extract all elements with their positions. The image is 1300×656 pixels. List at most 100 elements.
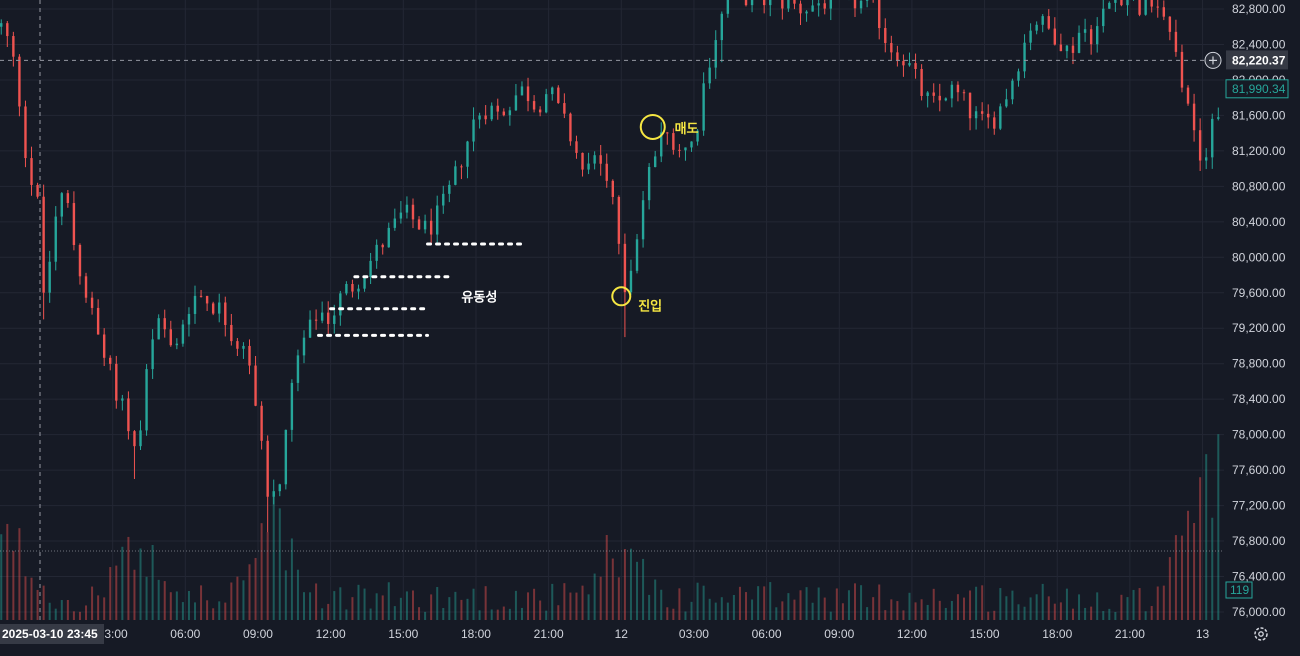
candle-body[interactable] [109,357,112,364]
candle-body[interactable] [599,155,602,164]
candle-body[interactable] [914,63,917,69]
candle-body[interactable] [793,0,796,4]
candle-body[interactable] [859,0,863,9]
candle-body[interactable] [569,113,572,142]
candle-body[interactable] [647,167,651,201]
candle-body[interactable] [254,365,257,406]
candle-body[interactable] [575,141,578,153]
candle-body[interactable] [284,429,288,485]
candle-body[interactable] [1156,6,1159,8]
candle-body[interactable] [230,324,233,342]
candle-body[interactable] [944,98,948,101]
candle-body[interactable] [1114,0,1117,3]
settings-gear-icon-outer[interactable] [1254,627,1268,641]
candle-body[interactable] [744,0,748,6]
candle-body[interactable] [799,3,802,14]
candle-body[interactable] [339,293,342,316]
candle-body[interactable] [248,345,251,366]
candle-body[interactable] [690,141,693,148]
candle-body[interactable] [762,0,766,6]
candle-body[interactable] [1138,0,1141,15]
candle-body[interactable] [817,3,820,6]
candle-body[interactable] [593,155,596,164]
candle-body[interactable] [1035,24,1038,31]
candle-body[interactable] [1204,157,1208,161]
candle-body[interactable] [787,0,790,9]
candle-body[interactable] [878,0,881,29]
candle-body[interactable] [490,105,493,120]
candle-body[interactable] [641,200,645,240]
candle-body[interactable] [66,193,70,204]
candle-body[interactable] [381,244,384,248]
candle-body[interactable] [157,318,160,340]
candle-body[interactable] [102,334,106,358]
candle-body[interactable] [78,244,82,277]
candle-body[interactable] [660,132,663,157]
candle-body[interactable] [502,111,506,116]
candle-body[interactable] [278,484,281,492]
candle-body[interactable] [302,337,306,356]
candle-body[interactable] [557,87,560,104]
candle-body[interactable] [811,5,814,12]
candle-body[interactable] [563,103,566,114]
candle-body[interactable] [635,239,639,271]
candle-body[interactable] [327,312,330,324]
candle-body[interactable] [0,23,3,27]
candle-body[interactable] [829,0,832,9]
candle-body[interactable] [423,220,427,230]
candle-body[interactable] [526,86,530,102]
candle-body[interactable] [1120,0,1123,6]
candle-body[interactable] [320,312,324,321]
candle-body[interactable] [199,295,203,297]
candle-body[interactable] [920,68,923,96]
candle-body[interactable] [714,40,717,68]
candle-body[interactable] [242,345,245,349]
candle-body[interactable] [1059,44,1063,52]
price-axis[interactable]: 76,000.00 76,400.00 76,800.00 77,200.00 77,6… [1204,0,1300,624]
candle-body[interactable] [865,0,869,1]
candle-body[interactable] [1102,8,1105,27]
candle-body[interactable] [363,276,366,289]
candle-body[interactable] [993,117,996,129]
candle-body[interactable] [236,341,239,349]
candle-body[interactable] [60,193,63,217]
candle-body[interactable] [1029,30,1032,43]
candle-body[interactable] [211,303,215,314]
candle-body[interactable] [411,204,415,220]
candle-body[interactable] [520,86,524,96]
candle-body[interactable] [266,440,269,497]
candle-body[interactable] [36,184,39,197]
candle-body[interactable] [653,156,657,168]
candle-body[interactable] [42,196,45,293]
candle-body[interactable] [666,132,669,134]
candle-body[interactable] [1108,2,1111,9]
candle-body[interactable] [544,94,548,113]
candle-body[interactable] [484,115,487,120]
candle-body[interactable] [1168,16,1172,32]
candle-body[interactable] [720,13,723,41]
candle-body[interactable] [950,84,954,99]
candle-body[interactable] [115,363,118,401]
candle-body[interactable] [823,3,826,9]
candle-body[interactable] [375,244,378,261]
candle-body[interactable] [151,339,154,370]
candle-body[interactable] [672,133,675,150]
candle-body[interactable] [30,158,33,185]
candle-body[interactable] [296,355,300,383]
candle-body[interactable] [193,295,197,314]
candle-body[interactable] [1083,29,1087,33]
candle-body[interactable] [1144,0,1147,15]
candle-body[interactable] [308,319,312,338]
candle-body[interactable] [1096,26,1099,45]
candle-body[interactable] [84,276,88,298]
candle-body[interactable] [1186,87,1190,104]
candle-body[interactable] [133,431,136,447]
candle-body[interactable] [956,84,960,93]
candle-body[interactable] [968,92,972,119]
candle-body[interactable] [769,0,772,6]
candle-body[interactable] [139,430,142,447]
candle-body[interactable] [853,0,857,9]
candle-body[interactable] [175,343,179,346]
candle-body[interactable] [987,113,990,118]
